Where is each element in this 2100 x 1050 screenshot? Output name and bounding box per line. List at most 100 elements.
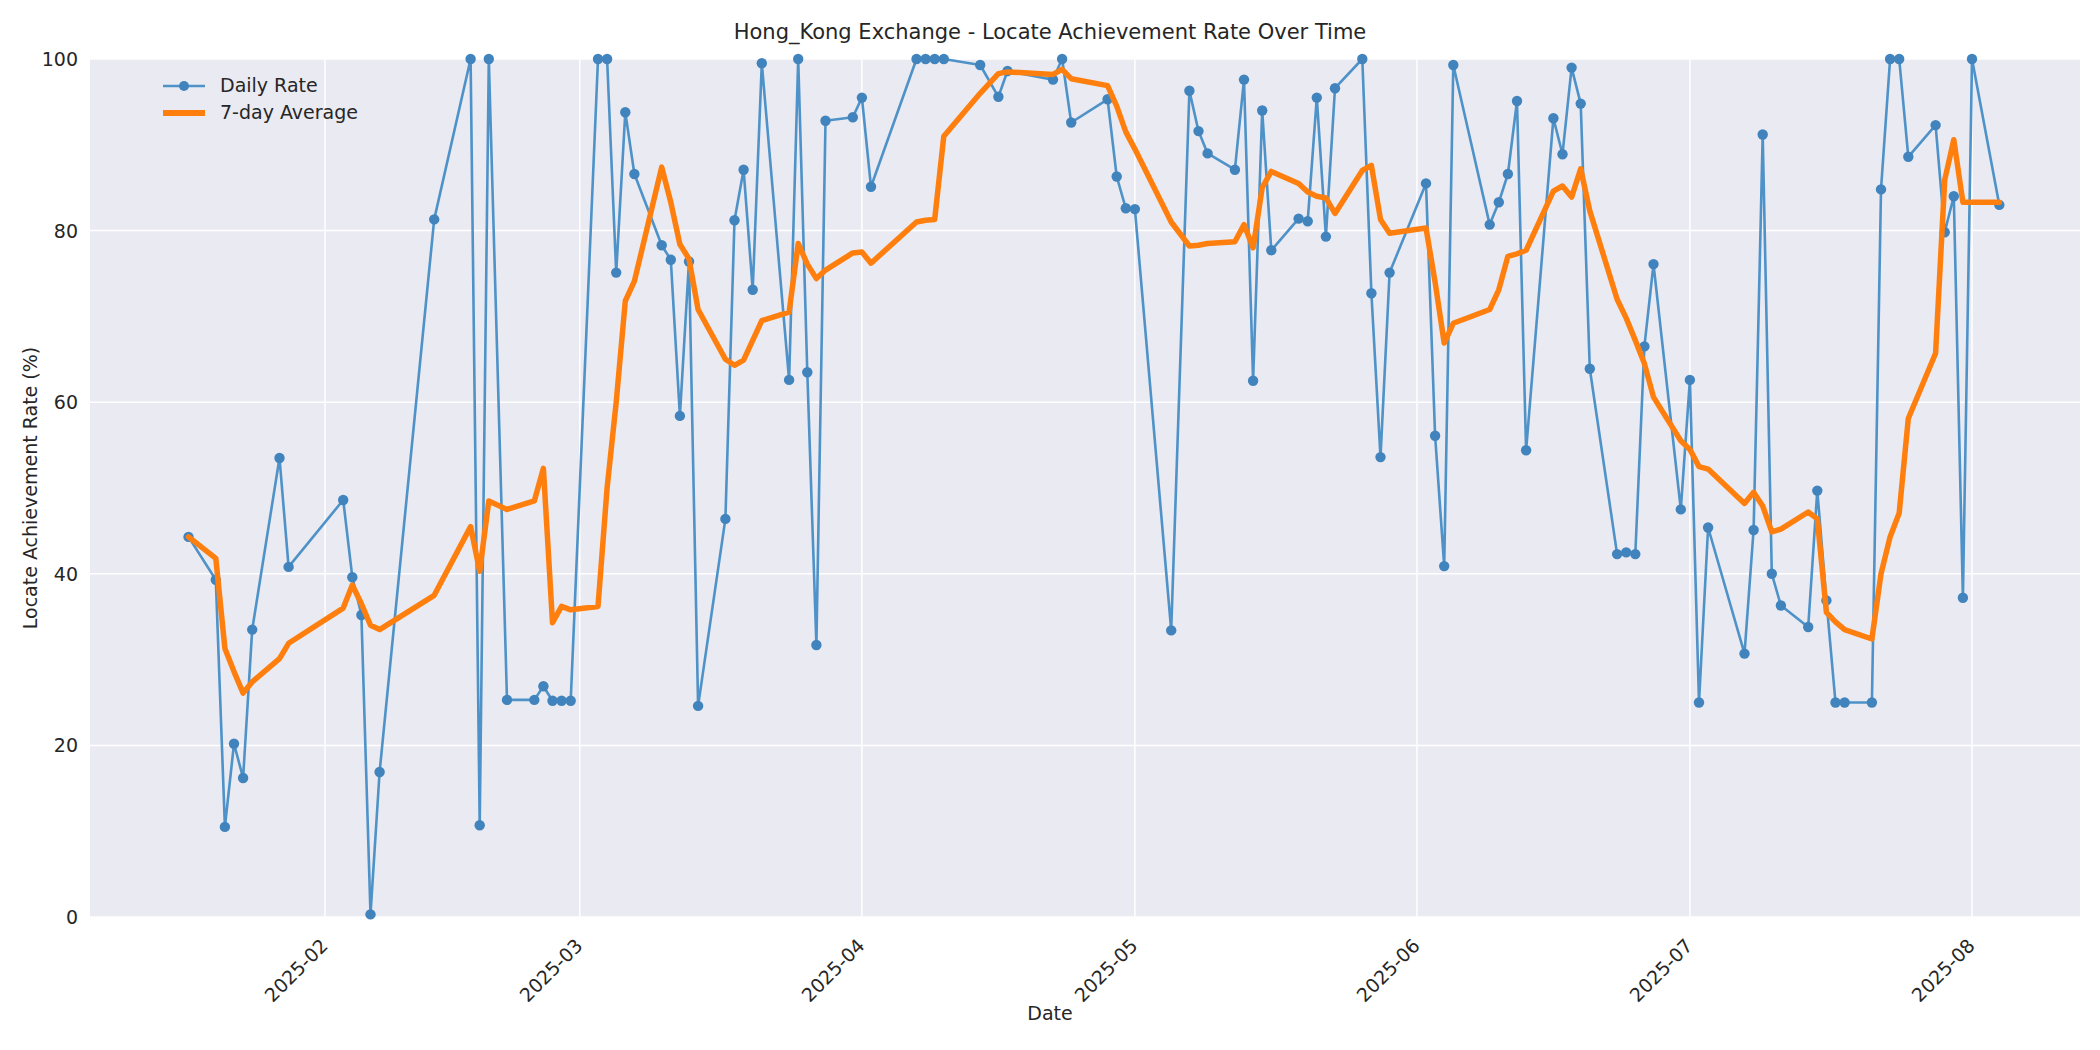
y-tick-label: 60 (54, 391, 78, 413)
daily-rate-marker (429, 214, 439, 224)
daily-rate-marker (1867, 697, 1877, 707)
x-tick-label: 2025-05 (1070, 934, 1142, 1006)
daily-rate-marker (720, 514, 730, 524)
daily-rate-marker (1121, 203, 1131, 213)
daily-rate-marker (247, 624, 257, 634)
x-tick-label: 2025-06 (1352, 934, 1424, 1006)
daily-rate-marker (920, 54, 930, 64)
daily-rate-marker (1585, 364, 1595, 374)
daily-rate-marker (1193, 126, 1203, 136)
daily-rate-marker (283, 562, 293, 572)
x-tick-label: 2025-07 (1625, 934, 1697, 1006)
daily-rate-marker (1630, 549, 1640, 559)
daily-rate-marker (802, 367, 812, 377)
daily-rate-marker (793, 54, 803, 64)
daily-rate-marker (1202, 148, 1212, 158)
daily-rate-marker (1894, 54, 1904, 64)
daily-rate-marker (1748, 525, 1758, 535)
daily-rate-marker (1066, 117, 1076, 127)
daily-rate-marker (629, 169, 639, 179)
daily-rate-marker (238, 773, 248, 783)
daily-rate-marker (1312, 92, 1322, 102)
daily-rate-marker (729, 215, 739, 225)
daily-rate-marker (1876, 184, 1886, 194)
daily-rate-marker (1812, 485, 1822, 495)
daily-rate-marker (1112, 171, 1122, 181)
daily-rate-marker (1430, 431, 1440, 441)
daily-rate-marker (274, 453, 284, 463)
daily-rate-marker (1694, 697, 1704, 707)
x-tick-label: 2025-08 (1907, 934, 1979, 1006)
daily-rate-marker (611, 267, 621, 277)
y-tick-label: 80 (54, 220, 78, 242)
x-axis-label: Date (0, 1002, 2100, 1024)
legend-label-daily-rate: Daily Rate (220, 76, 318, 95)
y-tick-label: 40 (54, 563, 78, 585)
daily-rate-marker (365, 909, 375, 919)
daily-rate-marker (1885, 54, 1895, 64)
daily-rate-marker (675, 411, 685, 421)
daily-rate-marker (820, 116, 830, 126)
daily-rate-marker (1248, 376, 1258, 386)
daily-rate-marker (1494, 197, 1504, 207)
daily-rate-marker (1776, 600, 1786, 610)
daily-rate-marker (1321, 231, 1331, 241)
daily-rate-marker (1949, 191, 1959, 201)
x-tick-label: 2025-03 (515, 934, 587, 1006)
daily-rate-marker (1130, 204, 1140, 214)
daily-rate-marker (1421, 178, 1431, 188)
daily-rate-marker (547, 696, 557, 706)
daily-rate-marker (811, 640, 821, 650)
daily-rate-line-icon (162, 78, 206, 94)
daily-rate-marker (1184, 86, 1194, 96)
seven-day-average-line-icon (162, 105, 206, 121)
legend-label-7day-average: 7-day Average (220, 103, 358, 122)
daily-rate-marker (1830, 697, 1840, 707)
daily-rate-marker (1548, 113, 1558, 123)
daily-rate-marker (1958, 593, 1968, 603)
daily-rate-marker (1503, 169, 1513, 179)
daily-rate-marker (1703, 522, 1713, 532)
daily-rate-marker (1166, 625, 1176, 635)
daily-rate-marker (1293, 213, 1303, 223)
daily-rate-marker (738, 165, 748, 175)
daily-rate-marker (1366, 288, 1376, 298)
daily-rate-marker (1375, 452, 1385, 462)
daily-rate-marker (1439, 561, 1449, 571)
daily-rate-marker (1621, 547, 1631, 557)
daily-rate-marker (748, 285, 758, 295)
daily-rate-marker (529, 695, 539, 705)
daily-rate-marker (1485, 219, 1495, 229)
y-tick-label: 20 (54, 734, 78, 756)
daily-rate-marker (1839, 697, 1849, 707)
daily-rate-marker (347, 572, 357, 582)
daily-rate-marker (1230, 165, 1240, 175)
daily-rate-marker (848, 112, 858, 122)
daily-rate-marker (484, 54, 494, 64)
y-tick-label: 100 (42, 48, 78, 70)
daily-rate-marker (1767, 569, 1777, 579)
x-tick-label: 2025-02 (260, 934, 332, 1006)
legend-item-7day-average: 7-day Average (162, 103, 358, 122)
daily-rate-marker (465, 54, 475, 64)
daily-rate-marker (1057, 54, 1067, 64)
daily-rate-marker (566, 696, 576, 706)
daily-rate-marker (1357, 54, 1367, 64)
daily-rate-marker (620, 107, 630, 117)
y-tick-label: 0 (66, 906, 78, 928)
daily-rate-marker (1612, 549, 1622, 559)
daily-rate-marker (975, 60, 985, 70)
chart-window: 0204060801002025-022025-032025-042025-05… (0, 0, 2100, 1050)
daily-rate-marker (993, 92, 1003, 102)
daily-rate-marker (593, 54, 603, 64)
chart-title: Hong_Kong Exchange - Locate Achievement … (0, 20, 2100, 44)
daily-rate-marker (930, 54, 940, 64)
daily-rate-marker (1521, 445, 1531, 455)
daily-rate-marker (1676, 504, 1686, 514)
daily-rate-marker (1803, 622, 1813, 632)
daily-rate-marker (538, 681, 548, 691)
daily-rate-marker (866, 182, 876, 192)
daily-rate-marker (220, 822, 230, 832)
daily-rate-marker (784, 375, 794, 385)
daily-rate-marker (1758, 129, 1768, 139)
